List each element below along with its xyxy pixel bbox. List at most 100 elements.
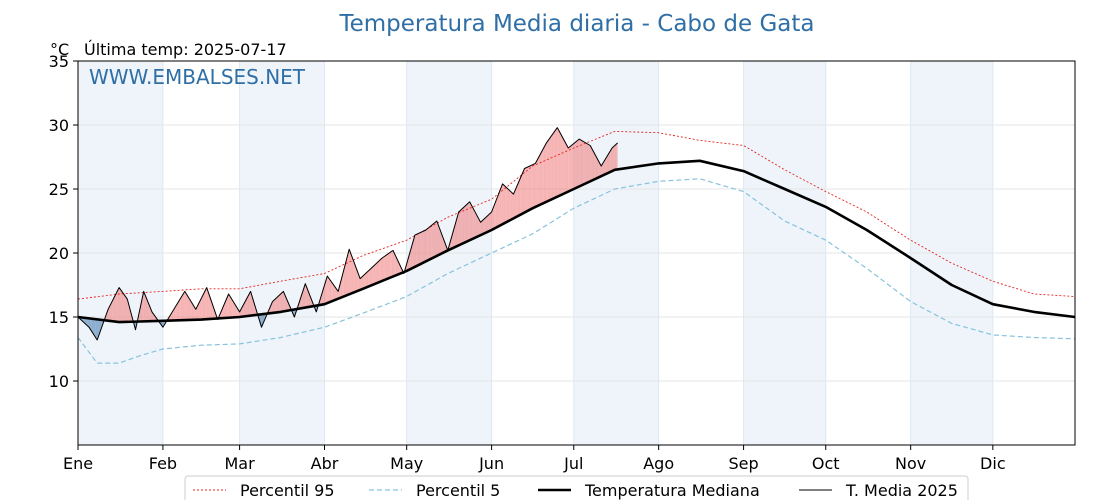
above-median-fill — [579, 139, 581, 187]
above-median-fill — [588, 144, 591, 182]
above-median-fill — [386, 254, 388, 280]
y-tick-label: 15 — [49, 308, 69, 327]
above-median-fill — [357, 271, 359, 292]
above-median-fill — [124, 295, 126, 322]
above-median-fill — [416, 233, 418, 267]
above-median-fill — [454, 221, 456, 248]
above-median-fill — [571, 144, 573, 191]
above-median-fill — [577, 139, 580, 188]
above-median-fill — [553, 131, 555, 199]
above-median-fill — [434, 222, 436, 258]
above-median-fill — [387, 253, 389, 279]
percentile-5-line — [77, 178, 1076, 364]
above-median-fill — [234, 302, 236, 318]
above-median-fill — [277, 295, 280, 313]
above-median-fill — [616, 142, 618, 170]
below-median-fill — [87, 318, 89, 328]
legend-label-p5: Percentil 5 — [416, 481, 500, 500]
above-median-fill — [499, 187, 502, 226]
above-median-fill — [347, 249, 350, 295]
below-median-fill — [91, 318, 94, 334]
above-median-fill — [392, 250, 395, 277]
above-median-fill — [497, 194, 499, 228]
below-median-fill — [86, 318, 88, 326]
above-median-fill — [495, 197, 498, 228]
above-median-fill — [331, 281, 333, 302]
above-median-fill — [364, 273, 366, 289]
above-median-fill — [561, 135, 563, 195]
above-median-fill — [343, 265, 346, 297]
above-median-fill — [464, 205, 466, 243]
above-median-fill — [569, 145, 572, 191]
above-median-fill — [469, 201, 472, 241]
above-median-fill — [498, 190, 500, 227]
above-median-fill — [510, 191, 513, 220]
above-median-fill — [607, 152, 610, 173]
above-median-fill — [460, 209, 462, 245]
above-median-fill — [383, 256, 385, 281]
above-median-fill — [420, 231, 422, 265]
above-median-fill — [380, 258, 383, 282]
above-median-fill — [428, 226, 430, 260]
above-median-fill — [188, 298, 191, 320]
above-median-fill — [249, 291, 251, 316]
y-axis: 10 15 20 25 30 35 — [49, 52, 78, 391]
above-median-fill — [120, 289, 122, 323]
above-median-fill — [139, 304, 141, 322]
above-median-fill — [487, 214, 489, 232]
above-median-fill — [123, 293, 125, 322]
above-median-fill — [598, 160, 600, 178]
above-median-fill — [275, 297, 277, 313]
above-median-fill — [412, 239, 414, 269]
above-median-fill — [125, 297, 128, 322]
above-median-fill — [581, 140, 584, 186]
above-median-fill — [184, 291, 187, 321]
above-median-fill — [231, 298, 233, 318]
above-median-fill — [414, 234, 417, 267]
above-median-fill — [468, 201, 470, 241]
x-axis: Ene Feb Mar Abr May Jun Jul Ago Sep Oct Nov Dic — [63, 445, 1006, 473]
above-median-fill — [361, 276, 363, 290]
above-median-fill — [109, 303, 111, 322]
above-median-fill — [239, 309, 241, 317]
above-median-fill — [198, 301, 200, 320]
above-median-fill — [605, 157, 607, 175]
above-median-fill — [532, 164, 535, 209]
above-median-fill — [513, 190, 515, 219]
above-median-fill — [245, 299, 247, 317]
legend-frame — [184, 475, 969, 500]
above-median-fill — [529, 165, 532, 210]
above-median-fill — [173, 307, 176, 321]
above-median-fill — [306, 287, 309, 308]
above-median-fill — [602, 161, 604, 176]
above-median-fill — [194, 307, 196, 320]
above-median-fill — [247, 293, 250, 316]
above-median-fill — [406, 259, 409, 271]
below-median-fill — [95, 319, 98, 341]
above-median-fill — [228, 293, 231, 318]
above-median-fill — [327, 276, 329, 304]
above-median-fill — [466, 203, 469, 242]
above-median-fill — [523, 168, 525, 214]
above-median-fill — [606, 154, 608, 174]
above-median-fill — [145, 294, 147, 322]
above-median-fill — [329, 279, 332, 303]
above-median-fill — [280, 292, 283, 312]
above-median-fill — [419, 232, 421, 265]
above-median-fill — [283, 291, 285, 312]
above-median-fill — [594, 153, 596, 180]
above-median-fill — [308, 290, 310, 308]
below-median-fill — [94, 319, 96, 338]
above-median-fill — [599, 163, 602, 177]
above-median-fill — [325, 276, 328, 304]
above-median-fill — [564, 140, 566, 194]
percentile-95-line — [77, 130, 1076, 300]
above-median-fill — [566, 145, 569, 193]
above-median-fill — [151, 311, 154, 322]
above-median-fill — [492, 205, 495, 230]
above-median-fill — [521, 171, 524, 215]
above-median-fill — [276, 296, 278, 313]
above-median-fill — [190, 300, 192, 320]
above-median-fill — [442, 235, 444, 254]
above-median-fill — [210, 299, 213, 319]
